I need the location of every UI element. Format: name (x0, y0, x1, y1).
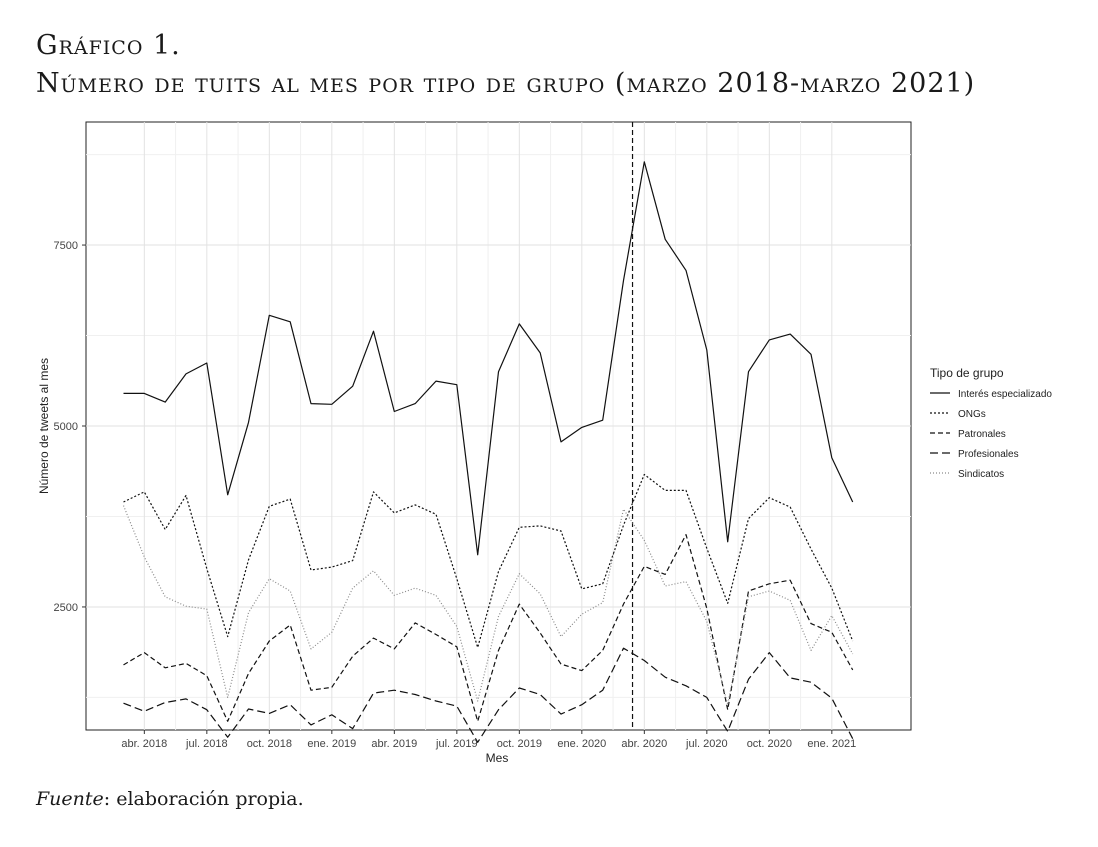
x-tick-label: oct. 2018 (247, 738, 292, 750)
x-tick-label: ene. 2020 (557, 738, 606, 750)
x-tick-label: abr. 2020 (621, 738, 667, 750)
source-label: Fuente (36, 788, 104, 810)
y-axis-label: Número de tweets al mes (37, 358, 51, 494)
legend-label: Profesionales (958, 449, 1019, 460)
series-lines (122, 161, 854, 743)
series-line-0 (123, 161, 854, 556)
x-tick-label: jul. 2018 (185, 738, 228, 750)
x-tick-label: ene. 2019 (307, 738, 356, 750)
x-axis-ticks: abr. 2018 jul. 2018 oct. 2018 ene. 2019 abr.… (121, 730, 856, 750)
source-note: Fuente: elaboración propia. (36, 788, 304, 810)
legend-title: Tipo de grupo (930, 366, 1004, 380)
legend: Tipo de grupo Interés especializado ONGs P… (930, 366, 1052, 480)
source-text: : elaboración propia. (103, 788, 304, 810)
chart-number-heading: Gráfico 1. (36, 30, 181, 61)
x-axis-label: Mes (486, 751, 509, 765)
x-tick-label: abr. 2018 (121, 738, 167, 750)
y-tick-label: 2500 (54, 602, 78, 614)
x-tick-label: abr. 2019 (371, 738, 417, 750)
legend-label: Sindicatos (958, 469, 1004, 480)
series-line-2 (123, 534, 854, 722)
x-tick-label: jul. 2020 (685, 738, 728, 750)
x-tick-label: oct. 2020 (747, 738, 792, 750)
legend-label: Patronales (958, 429, 1006, 440)
legend-label: ONGs (958, 409, 986, 420)
x-tick-label: oct. 2019 (497, 738, 542, 750)
grid-lines (86, 122, 911, 730)
chart-title: Número de tuits al mes por tipo de grupo… (36, 68, 976, 99)
y-tick-label: 7500 (54, 240, 78, 252)
series-line-3 (123, 647, 854, 743)
x-tick-label: ene. 2021 (807, 738, 856, 750)
x-tick-label: jul. 2019 (435, 738, 478, 750)
y-axis-ticks: 2500 5000 7500 (54, 240, 86, 614)
y-tick-label: 5000 (54, 421, 78, 433)
legend-label: Interés especializado (958, 389, 1052, 400)
